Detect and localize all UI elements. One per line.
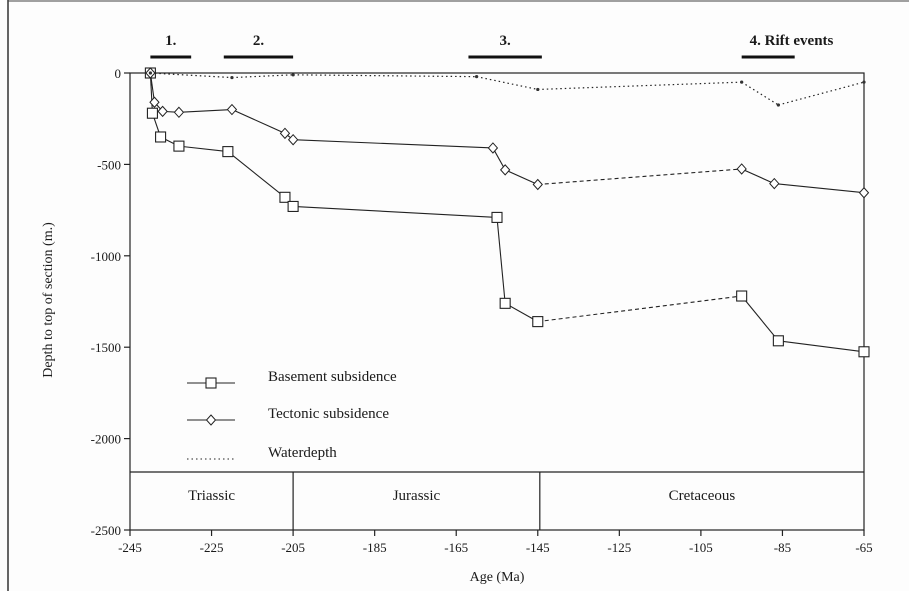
legend-label: Waterdepth bbox=[268, 445, 337, 461]
series-line-segment bbox=[492, 147, 506, 171]
data-point-dot bbox=[148, 71, 152, 75]
period-band: Triassic Jurassic Cretaceous bbox=[188, 472, 735, 530]
period-label: Cretaceous bbox=[669, 488, 736, 504]
x-tick-label: -205 bbox=[281, 540, 305, 555]
data-point-square bbox=[736, 290, 748, 302]
series-line-segment bbox=[231, 74, 294, 79]
series-line-segment bbox=[774, 183, 865, 194]
data-point-diamond bbox=[173, 106, 185, 119]
series-line-segment bbox=[741, 81, 779, 106]
x-axis-title: Age (Ma) bbox=[470, 570, 525, 585]
data-point-square bbox=[772, 335, 784, 347]
data-point-diamond bbox=[287, 133, 299, 146]
series-line-segment bbox=[178, 109, 232, 113]
y-tick-label: -500 bbox=[97, 157, 121, 172]
data-point-dot bbox=[536, 87, 540, 92]
data-point-square bbox=[491, 211, 503, 223]
series-line-segment bbox=[293, 139, 493, 149]
data-point-dot bbox=[230, 75, 234, 80]
legend-label: Basement subsidence bbox=[268, 369, 397, 385]
data-point-square bbox=[173, 140, 185, 152]
data-point-square bbox=[155, 131, 167, 143]
data-point-square bbox=[146, 107, 158, 119]
data-point-dot bbox=[475, 75, 479, 79]
y-tick-label: -2500 bbox=[91, 523, 121, 538]
series-line-segment bbox=[741, 168, 775, 185]
series-square bbox=[144, 67, 870, 358]
legend: Basement subsidence Tectonic subsidence Wa… bbox=[187, 369, 397, 461]
series-line-segment bbox=[537, 168, 742, 186]
y-axis-title: Depth to top of section (m.) bbox=[41, 222, 56, 378]
period-label: Triassic bbox=[188, 488, 235, 504]
x-tick-label: -165 bbox=[444, 540, 468, 555]
series-line-segment bbox=[231, 109, 286, 134]
data-point-diamond bbox=[487, 142, 499, 154]
series-line-segment bbox=[178, 145, 228, 153]
series-line-segment bbox=[741, 295, 779, 342]
y-tick-label: -2000 bbox=[91, 432, 121, 447]
data-point-diamond bbox=[532, 178, 543, 191]
data-point-dot bbox=[776, 103, 780, 107]
event-label: 4. Rift events bbox=[750, 33, 834, 49]
period-label: Jurassic bbox=[393, 488, 441, 504]
x-tick-label: -105 bbox=[689, 540, 713, 555]
series-line-segment bbox=[227, 151, 286, 198]
data-point-square bbox=[532, 316, 544, 328]
data-point-diamond bbox=[149, 96, 160, 108]
x-tick-label: -185 bbox=[363, 540, 387, 555]
data-point-diamond bbox=[858, 186, 870, 199]
event-label: 3. bbox=[500, 33, 512, 49]
series-dot bbox=[148, 71, 866, 107]
x-tick-label: -125 bbox=[607, 540, 631, 555]
data-point-dot bbox=[862, 80, 866, 84]
x-tick-label: -225 bbox=[200, 540, 224, 555]
series-line-segment bbox=[504, 169, 539, 186]
series-line-segment bbox=[293, 205, 498, 218]
y-tick-label: 0 bbox=[115, 66, 122, 81]
data-point-diamond bbox=[279, 127, 291, 140]
series-line-segment bbox=[150, 72, 232, 79]
series-line-segment bbox=[778, 81, 865, 106]
legend-marker-diamond bbox=[205, 414, 217, 426]
series-line-segment bbox=[149, 72, 153, 114]
x-tick-label: -245 bbox=[118, 540, 142, 555]
legend-label: Tectonic subsidence bbox=[268, 406, 389, 422]
data-point-diamond bbox=[769, 177, 780, 190]
data-point-square bbox=[222, 146, 234, 158]
data-point-square bbox=[858, 346, 870, 358]
series-diamond bbox=[145, 67, 870, 199]
x-tick-label: -65 bbox=[855, 540, 872, 555]
series-line-segment bbox=[537, 295, 742, 323]
y-tick-label: -1000 bbox=[91, 249, 121, 264]
y-axis: 0 -500 -1000 -1500 -2000 -2500 bbox=[91, 66, 130, 538]
data-point-dot bbox=[291, 73, 295, 77]
y-tick-label: -1500 bbox=[91, 340, 121, 355]
rift-event-bars: 1. 2. 3. 4. Rift events bbox=[150, 33, 834, 59]
data-point-square bbox=[287, 200, 299, 212]
data-point-dot bbox=[740, 80, 744, 84]
series-line-segment bbox=[293, 74, 477, 78]
data-point-square bbox=[279, 191, 291, 203]
series-line-segment bbox=[476, 76, 538, 91]
data-point-square bbox=[499, 297, 511, 309]
series-line-segment bbox=[496, 217, 506, 304]
data-point-diamond bbox=[226, 103, 238, 116]
series-line-segment bbox=[537, 81, 742, 91]
series-group bbox=[144, 67, 870, 358]
plot-area-frame bbox=[129, 72, 865, 531]
data-point-diamond bbox=[157, 105, 168, 118]
data-point-diamond bbox=[499, 164, 511, 176]
x-tick-label: -85 bbox=[774, 540, 791, 555]
data-point-diamond bbox=[736, 163, 747, 175]
legend-marker-square bbox=[205, 377, 217, 389]
x-tick-label: -145 bbox=[526, 540, 550, 555]
event-label: 2. bbox=[253, 33, 265, 49]
x-axis: -245 -225 -205 -185 -165 -145 -125 -105 -85 -65 bbox=[118, 530, 873, 555]
event-label: 1. bbox=[165, 33, 177, 49]
series-line-segment bbox=[778, 340, 865, 353]
